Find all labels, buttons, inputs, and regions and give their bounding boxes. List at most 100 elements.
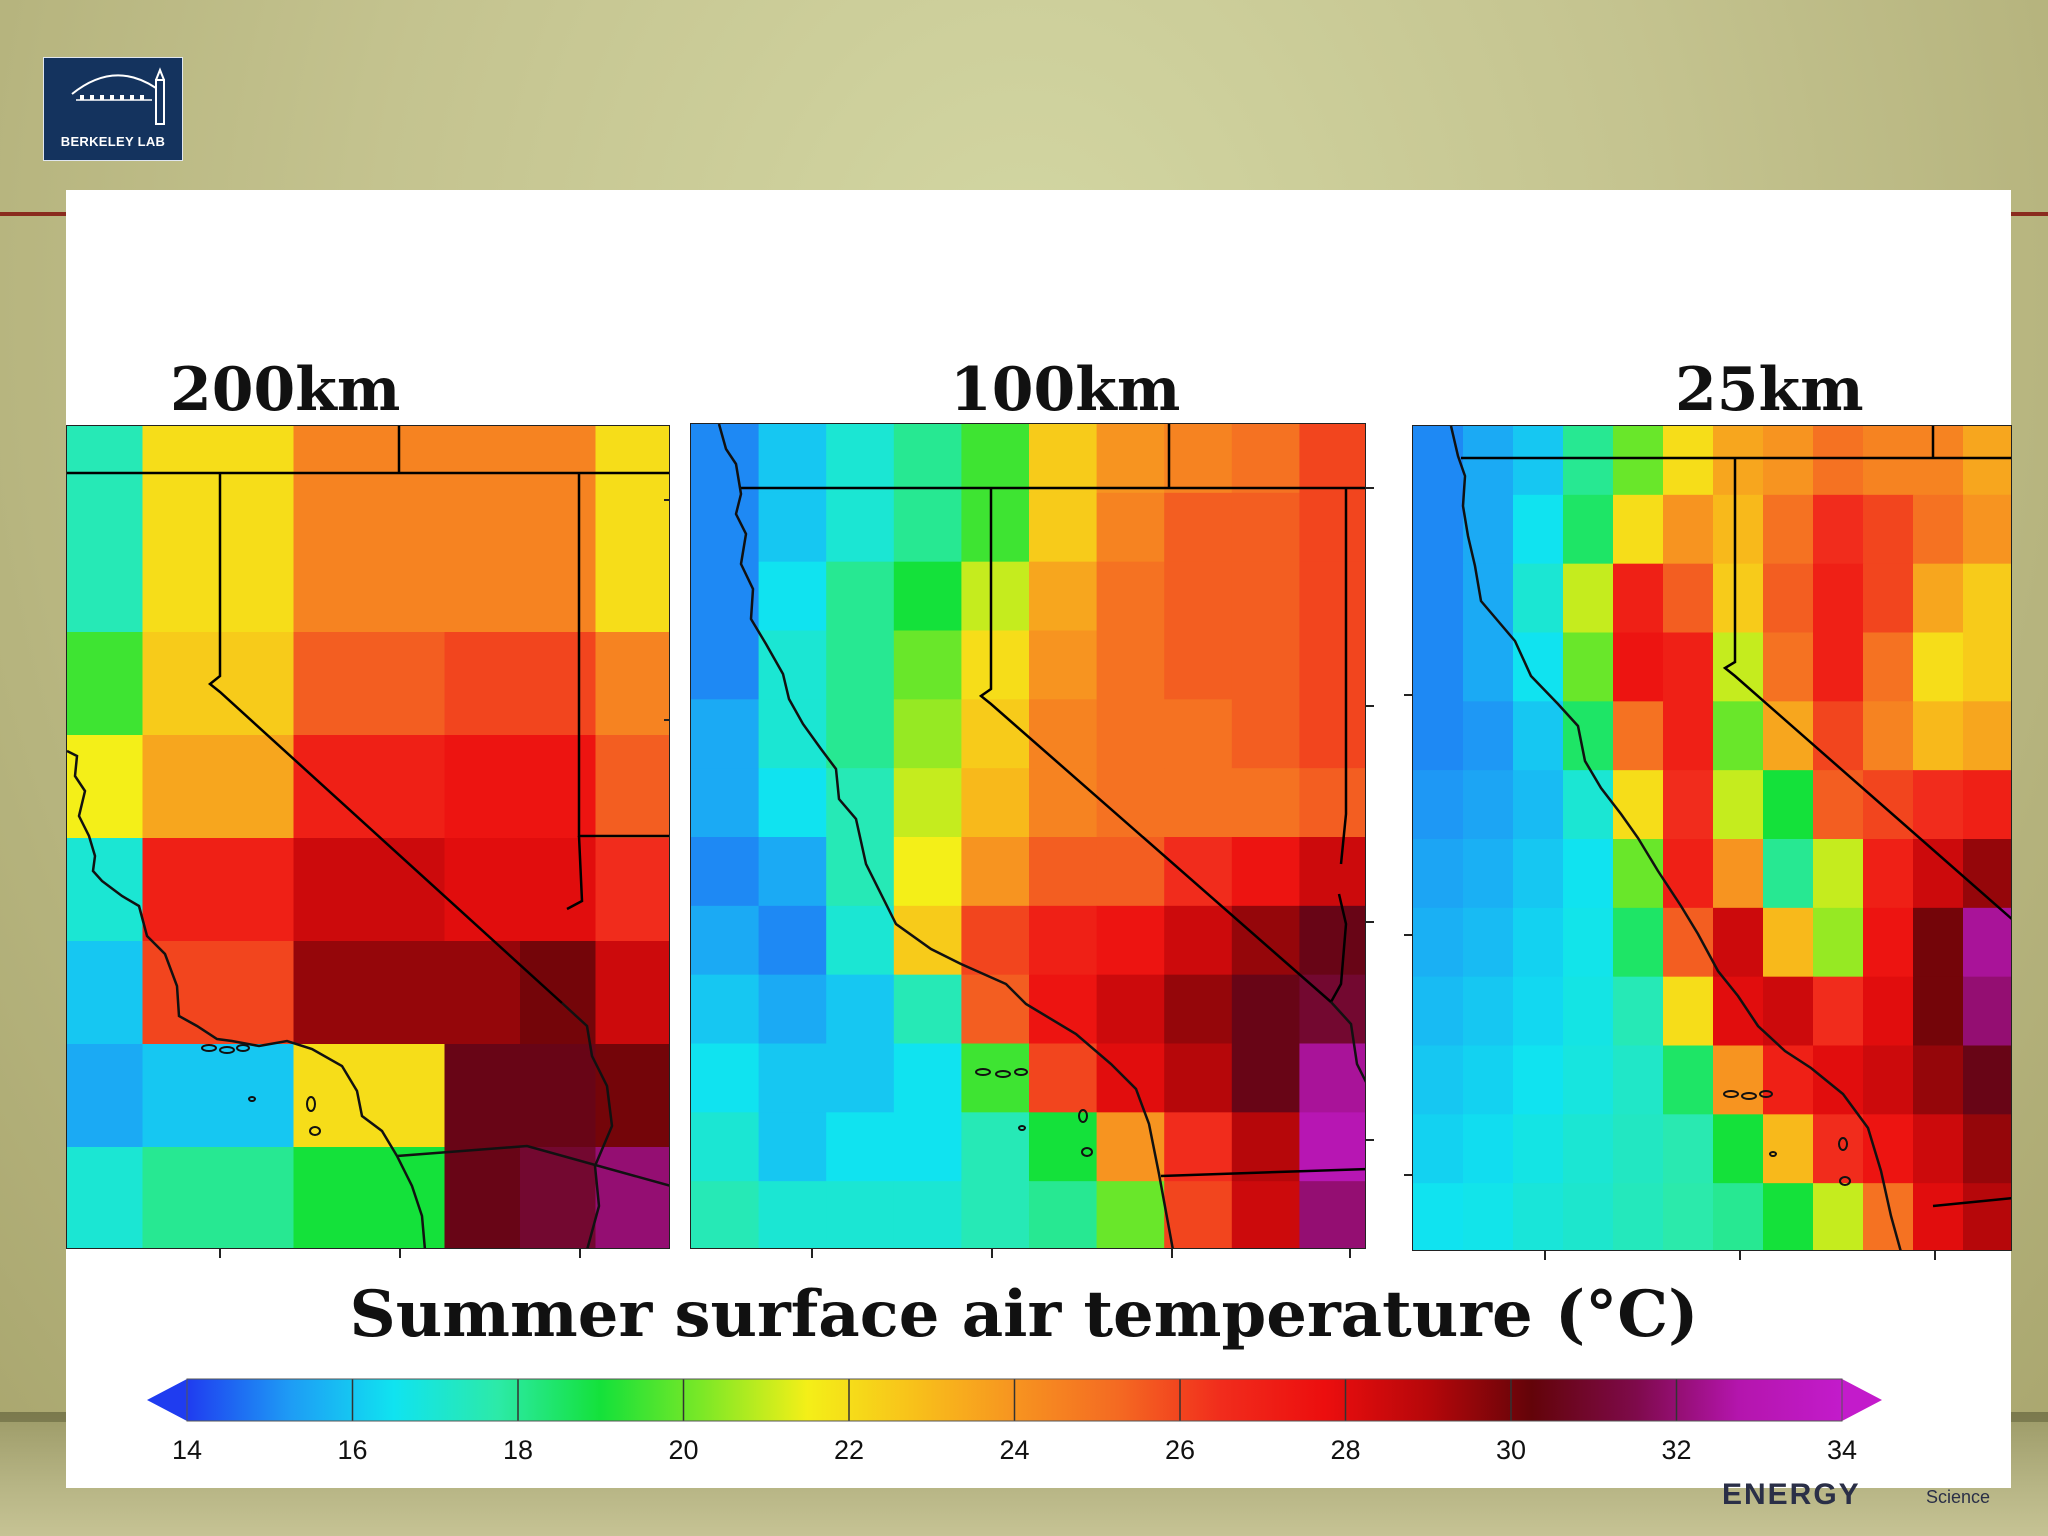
temperature-cell [1231,1112,1300,1182]
temperature-cell [1963,426,2011,496]
temperature-cell [1299,561,1365,632]
temperature-cell [1763,976,1814,1047]
temperature-cell [961,1181,1030,1248]
temperature-cell [1763,494,1814,565]
temperature-cell [691,974,760,1045]
temperature-cell [893,1112,962,1182]
colorbar-tick-label: 18 [502,1435,534,1465]
colorbar-tick-label: 20 [668,1435,699,1465]
temperature-cell [1563,976,1614,1047]
temperature-cell [826,630,895,700]
temperature-cell [691,1181,760,1248]
temperature-cell [1299,974,1365,1045]
temperature-cell [1463,1183,1514,1250]
temperature-cell [1413,563,1464,634]
temperature-cell [1813,701,1864,771]
temperature-cell [691,561,760,632]
temperature-cell [691,837,760,907]
lab-building-icon [71,67,165,125]
temperature-cell [1813,839,1864,909]
temperature-cell [520,1147,597,1248]
temperature-cell [1863,770,1914,840]
temperature-cell [444,1147,521,1248]
temperature-cell [1231,768,1300,838]
colorbar-tick-label: 30 [1495,1435,1527,1465]
temperature-cell [1513,701,1564,771]
temperature-cell [1613,1114,1664,1184]
temperature-cell [369,529,446,633]
temperature-cell [293,426,370,530]
temperature-cell [1913,563,1964,634]
temperature-cell [293,838,370,942]
temperature-cell [67,632,144,736]
temperature-cell [142,529,219,633]
temperature-cell [691,1112,760,1182]
temperature-cell [1763,1114,1814,1184]
temperature-cell [1563,770,1614,840]
temperature-cell [1713,839,1764,909]
temperature-grid-25km [1413,426,2011,1250]
temperature-cell [1299,837,1365,907]
temperature-cell [1513,1114,1564,1184]
temperature-cell [1463,563,1514,634]
temperature-cell [1963,1183,2011,1250]
temperature-cell [1563,632,1614,702]
temperature-cell [1164,1181,1233,1248]
temperature-cell [1164,837,1233,907]
temperature-cell [1613,907,1664,978]
temperature-cell [1863,494,1914,565]
state-borders-100km [739,424,1365,1178]
temperature-cell [293,735,370,839]
temperature-cell [1413,1114,1464,1184]
temperature-cell [1096,837,1165,907]
temperature-cell [1713,1045,1764,1115]
temperature-cell [1231,561,1300,632]
temperature-cell [1613,839,1664,909]
temperature-cell [1096,630,1165,700]
temperature-cell [67,1044,144,1148]
temperature-cell [961,1112,1030,1182]
temperature-cell [1563,1114,1614,1184]
temperature-cell [293,529,370,633]
temperature-cell [1231,424,1300,494]
temperature-cell [1663,839,1714,909]
islands-25km [1723,1090,1851,1186]
temperature-cell [1713,1183,1764,1250]
temperature-cell [1913,1045,1964,1115]
temperature-cell [1513,839,1564,909]
temperature-cell [1299,1181,1365,1248]
temperature-cell [1096,974,1165,1045]
temperature-cell [691,492,760,563]
temperature-cell [520,735,597,839]
temperature-cell [1863,426,1914,496]
temperature-cell [1763,770,1814,840]
temperature-cell [1813,907,1864,978]
state-borders-25km [1461,426,2011,1208]
temperature-cell [1413,1183,1464,1250]
temperature-cell [444,1044,521,1148]
temperature-cell [1413,976,1464,1047]
temperature-cell [1763,632,1814,702]
temperature-cell [893,974,962,1045]
temperature-cell [520,529,597,633]
temperature-cell [893,492,962,563]
temperature-cell [1231,630,1300,700]
temperature-cell [218,838,295,942]
science-logo-text: Science [1926,1487,1991,1507]
temperature-cell [595,529,669,633]
temperature-cell [1963,494,2011,565]
temperature-cell [1863,1114,1914,1184]
temperature-cell [961,768,1030,838]
temperature-cell [1513,907,1564,978]
temperature-cell [1563,1045,1614,1115]
temperature-cell [758,630,827,700]
temperature-cell [826,492,895,563]
temperature-cell [595,838,669,942]
temperature-cell [444,838,521,942]
temperature-cell [1563,701,1614,771]
temperature-cell [1663,494,1714,565]
temperature-cell [1813,1114,1864,1184]
temperature-cell [218,529,295,633]
temperature-cell [826,1043,895,1113]
colorbar-tick-label: 34 [1826,1435,1858,1465]
